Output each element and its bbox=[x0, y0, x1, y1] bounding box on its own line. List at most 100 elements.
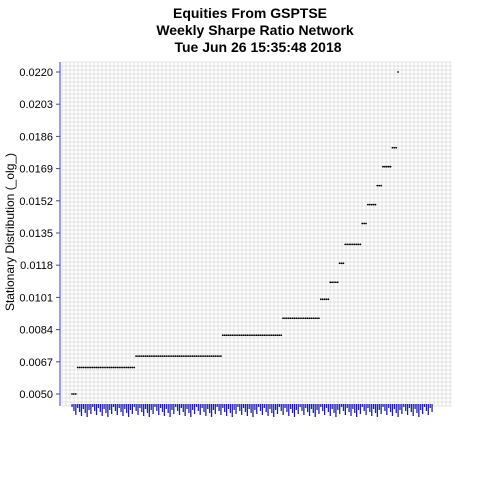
data-point bbox=[350, 243, 352, 245]
x-tick-label bbox=[286, 404, 287, 412]
x-tick-label bbox=[241, 404, 242, 415]
data-point bbox=[267, 334, 269, 336]
data-point bbox=[246, 334, 248, 336]
x-tick-label bbox=[111, 404, 112, 414]
x-tick-label bbox=[426, 404, 427, 411]
x-tick-label bbox=[132, 404, 133, 414]
data-point bbox=[160, 355, 162, 357]
data-point bbox=[363, 223, 365, 225]
x-tick-label bbox=[324, 404, 325, 415]
x-tick-label bbox=[254, 404, 255, 410]
x-tick-label bbox=[298, 404, 299, 414]
y-axis-label: Stationary Distribution (_olg_) bbox=[3, 153, 17, 311]
data-point bbox=[239, 334, 241, 336]
x-tick-label bbox=[288, 404, 289, 416]
data-point bbox=[392, 147, 394, 149]
x-tick-label bbox=[290, 404, 291, 409]
x-tick-label bbox=[147, 404, 148, 413]
x-tick-label bbox=[209, 404, 210, 413]
data-point bbox=[146, 355, 148, 357]
y-tick-label: 0.0101 bbox=[19, 292, 53, 304]
x-tick-label bbox=[260, 404, 261, 411]
x-tick-label bbox=[245, 404, 246, 412]
data-point bbox=[326, 298, 328, 300]
x-tick-label bbox=[79, 404, 80, 412]
data-point bbox=[286, 317, 288, 319]
x-tick-label bbox=[158, 404, 159, 415]
x-tick-label bbox=[177, 404, 178, 411]
data-point bbox=[386, 166, 388, 168]
y-tick-label: 0.0067 bbox=[19, 357, 53, 369]
y-tick-label: 0.0169 bbox=[19, 164, 53, 176]
x-tick-label bbox=[154, 404, 155, 407]
x-tick-label bbox=[205, 404, 206, 416]
x-tick-label bbox=[243, 404, 244, 408]
data-point bbox=[101, 367, 103, 369]
data-point bbox=[243, 334, 245, 336]
data-point bbox=[209, 355, 211, 357]
x-tick-label bbox=[230, 404, 231, 413]
data-point bbox=[261, 334, 263, 336]
data-point bbox=[152, 355, 154, 357]
data-point bbox=[103, 367, 105, 369]
x-tick-label bbox=[211, 404, 212, 417]
x-tick-label bbox=[86, 404, 87, 417]
x-tick-label bbox=[160, 404, 161, 408]
data-point bbox=[96, 367, 98, 369]
x-tick-label bbox=[345, 404, 346, 415]
x-tick-label bbox=[256, 404, 257, 414]
data-point bbox=[84, 367, 86, 369]
x-tick-label bbox=[134, 404, 135, 407]
chart-title: Equities From GSPTSE Weekly Sharpe Ratio… bbox=[156, 5, 354, 55]
title-line-3: Tue Jun 26 15:35:48 2018 bbox=[174, 39, 341, 55]
x-tick-label bbox=[184, 404, 185, 416]
data-point bbox=[175, 355, 177, 357]
data-point bbox=[359, 243, 361, 245]
data-point bbox=[260, 334, 262, 336]
data-point bbox=[188, 355, 190, 357]
x-tick-label bbox=[232, 404, 233, 417]
x-tick-label bbox=[233, 404, 234, 410]
x-tick-label bbox=[224, 404, 225, 412]
x-tick-label bbox=[320, 404, 321, 407]
x-tick-label bbox=[303, 404, 304, 415]
x-tick-label bbox=[98, 404, 99, 408]
x-tick-label bbox=[128, 404, 129, 417]
data-point bbox=[233, 334, 235, 336]
data-point bbox=[237, 334, 239, 336]
x-tick-label bbox=[139, 404, 140, 408]
data-point bbox=[224, 334, 226, 336]
x-tick-label bbox=[330, 404, 331, 416]
x-tick-label bbox=[394, 404, 395, 409]
data-point bbox=[365, 223, 367, 225]
x-tick-label bbox=[279, 404, 280, 407]
data-point bbox=[254, 334, 256, 336]
data-point bbox=[141, 355, 143, 357]
data-point bbox=[177, 355, 179, 357]
x-tick-label bbox=[73, 404, 74, 411]
data-point bbox=[222, 334, 224, 336]
x-tick-label bbox=[186, 404, 187, 409]
data-point bbox=[107, 367, 109, 369]
data-point bbox=[297, 317, 299, 319]
x-tick-label bbox=[228, 404, 229, 409]
x-tick-label bbox=[92, 404, 93, 407]
data-point bbox=[258, 334, 260, 336]
data-point bbox=[309, 317, 311, 319]
x-tick-label bbox=[322, 404, 323, 411]
data-point bbox=[252, 334, 254, 336]
data-point bbox=[263, 334, 265, 336]
x-tick-label bbox=[169, 404, 170, 417]
data-point bbox=[376, 185, 378, 187]
data-point bbox=[211, 355, 213, 357]
data-point bbox=[333, 281, 335, 283]
data-point bbox=[226, 334, 228, 336]
data-point bbox=[90, 367, 92, 369]
x-tick-label bbox=[301, 404, 302, 411]
x-tick-label bbox=[424, 404, 425, 407]
x-tick-label bbox=[318, 404, 319, 414]
data-point bbox=[395, 147, 397, 149]
data-point bbox=[135, 355, 137, 357]
data-point bbox=[282, 317, 284, 319]
